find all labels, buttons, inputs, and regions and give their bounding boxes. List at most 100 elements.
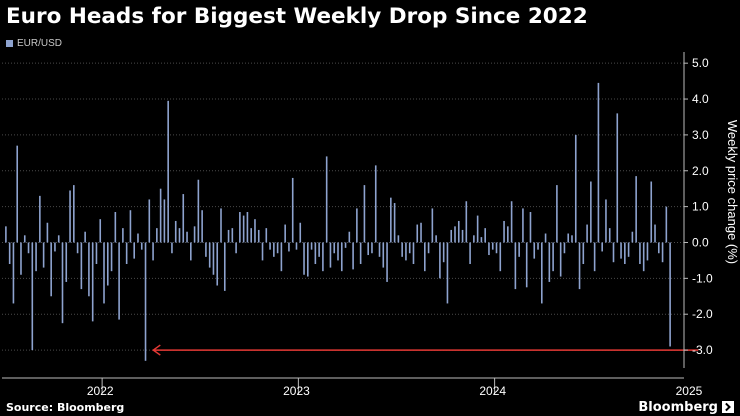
bar xyxy=(639,242,641,264)
bar xyxy=(439,242,441,279)
y-tick-label: -1.0 xyxy=(692,271,713,285)
y-tick-label: -2.0 xyxy=(692,307,713,321)
bar xyxy=(57,235,60,243)
bar xyxy=(616,113,619,243)
bar xyxy=(590,181,592,243)
chart-title: Euro Heads for Biggest Weekly Drop Since… xyxy=(6,4,588,29)
bar xyxy=(288,242,290,252)
legend-swatch-eurusd xyxy=(6,40,13,47)
annotation-arrow xyxy=(152,344,699,356)
bar xyxy=(620,242,622,259)
bar xyxy=(212,242,215,275)
bar xyxy=(503,220,505,243)
bar xyxy=(431,208,434,243)
bar xyxy=(39,195,41,243)
bar xyxy=(193,226,196,243)
bar xyxy=(593,242,596,272)
bar xyxy=(435,235,437,243)
bar xyxy=(352,242,354,270)
bar xyxy=(635,176,637,243)
bar xyxy=(650,181,653,243)
bar xyxy=(250,228,252,243)
bar xyxy=(242,215,245,243)
bar xyxy=(646,242,649,261)
x-tick-label: 2025 xyxy=(676,384,703,398)
bar xyxy=(356,208,358,243)
bar xyxy=(499,242,502,272)
y-tick-label: 4.0 xyxy=(692,92,709,106)
bar xyxy=(529,212,532,243)
bar xyxy=(273,242,275,257)
bar xyxy=(405,242,407,261)
bar xyxy=(469,242,471,264)
bar xyxy=(61,242,64,324)
bar xyxy=(167,100,169,243)
bar xyxy=(125,242,128,264)
bar xyxy=(178,228,181,243)
bar xyxy=(291,177,294,243)
bar xyxy=(148,199,151,243)
bar xyxy=(220,208,222,243)
y-tick-label: 5.0 xyxy=(692,56,709,70)
bar xyxy=(454,226,456,243)
bar xyxy=(408,242,411,254)
bar xyxy=(371,242,373,254)
bar xyxy=(299,222,302,243)
bar xyxy=(284,224,286,243)
bar xyxy=(397,235,400,243)
bar xyxy=(540,242,543,304)
x-tick-label: 2023 xyxy=(283,384,310,398)
brand-name: Bloomberg xyxy=(638,400,718,415)
bar xyxy=(401,242,403,257)
bar xyxy=(631,231,634,243)
x-axis: 2022 2023 2024 2025 xyxy=(2,377,703,398)
bar xyxy=(265,228,268,243)
bar xyxy=(571,235,573,243)
x-tick-label: 2022 xyxy=(87,384,114,398)
bar xyxy=(665,206,668,243)
bar xyxy=(307,242,309,277)
bar xyxy=(144,242,147,361)
bar xyxy=(374,165,377,243)
bar xyxy=(95,242,98,264)
legend: EUR/USD xyxy=(6,38,62,49)
bar xyxy=(661,242,664,263)
bar xyxy=(261,242,264,261)
bar xyxy=(216,242,219,286)
bar xyxy=(461,229,464,243)
bar xyxy=(8,242,11,264)
bar xyxy=(367,242,369,256)
bar xyxy=(491,242,494,250)
bar xyxy=(257,229,260,243)
brand-arrow-icon xyxy=(722,401,734,413)
bar xyxy=(80,242,83,290)
bar xyxy=(314,242,317,264)
bar xyxy=(20,242,22,275)
bar xyxy=(65,242,68,282)
bar xyxy=(533,242,536,259)
bar xyxy=(114,212,117,243)
bar xyxy=(99,219,102,243)
bar xyxy=(197,179,200,243)
x-tick-label: 2024 xyxy=(479,384,506,398)
bar xyxy=(363,185,366,243)
bar xyxy=(186,231,188,243)
bar xyxy=(416,224,419,243)
bar xyxy=(586,224,588,243)
bar xyxy=(442,242,445,263)
bar xyxy=(507,226,509,243)
bar xyxy=(325,156,328,243)
y-tick-label: 2.0 xyxy=(692,164,709,178)
bar xyxy=(91,242,94,322)
bar xyxy=(597,82,600,243)
bar xyxy=(190,242,192,261)
bar xyxy=(223,242,226,291)
bar xyxy=(642,242,645,272)
bar xyxy=(12,242,15,304)
bar xyxy=(522,208,524,243)
source-note: Source: Bloomberg xyxy=(6,401,125,414)
bar xyxy=(310,242,313,250)
bar xyxy=(654,224,656,243)
bar xyxy=(201,210,203,243)
